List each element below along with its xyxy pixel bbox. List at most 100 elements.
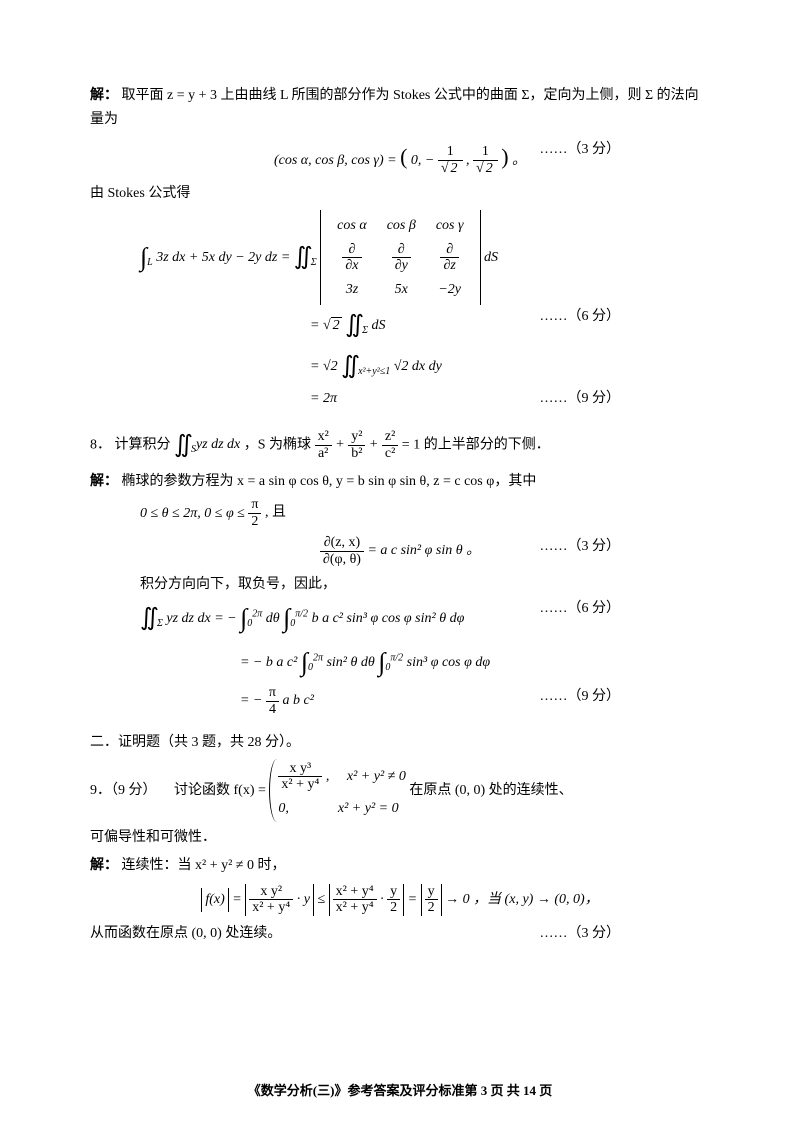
d: x² + y⁴: [278, 777, 322, 792]
n: z²: [382, 429, 398, 445]
t: a b c²: [282, 693, 313, 708]
cond: x² + y² ≠ 0: [347, 769, 406, 784]
q8: 8． 计算积分 ∬Syz dz dx ，S 为椭球 x²a² + y²b² + …: [90, 425, 710, 466]
sub: Σ: [362, 325, 368, 336]
d: a²: [315, 446, 332, 461]
n: y: [387, 884, 400, 900]
determinant: cos αcos βcos γ ∂∂x ∂∂y ∂∂z 3z5x−2y: [320, 210, 480, 305]
vec-start: 0, −: [411, 153, 434, 168]
t: √2 dx dy: [390, 359, 442, 374]
d: ∂(φ, θ): [320, 552, 364, 567]
eq-normal-vector: (cos α, cos β, cos γ) = ( 0, − 1√2 , 1√2…: [90, 138, 710, 177]
d: 4: [266, 702, 279, 717]
den: √2: [438, 161, 463, 176]
d: c²: [382, 446, 398, 461]
t: = √2: [310, 359, 341, 374]
t: → 0 ，当 (x, y) → (0, 0)，: [445, 892, 599, 907]
num: 1: [473, 144, 498, 160]
int: yz dz dx: [196, 437, 240, 452]
n: π: [248, 497, 261, 513]
q8-sol: 解： 椭球的参数方程为 x = a sin φ cos θ, y = b sin…: [90, 470, 710, 494]
t: dθ: [266, 611, 280, 626]
n: x²: [315, 429, 332, 445]
d: 2: [248, 514, 261, 529]
score: ……（3 分）: [540, 535, 621, 559]
label-solution: 解：: [90, 858, 118, 873]
page-footer: 《数学分析(三)》参考答案及评分标准第 3 页 共 14 页: [0, 1080, 800, 1102]
q8-dir: 积分方向向下，取负号，因此，: [140, 573, 710, 597]
den: √2: [473, 161, 498, 176]
t: 在原点 (0, 0) 处的连续性、: [409, 783, 572, 798]
eq-stokes-block: ∫L 3z dx + 5x dy − 2y dz = ∬Σ cos αcos β…: [140, 210, 710, 411]
text: 取平面 z = y + 3 上由曲线 L 所围的部分作为 Stokes 公式中的…: [90, 88, 699, 127]
q9-conclusion: 从而函数在原点 (0, 0) 处连续。 ……（3 分）: [90, 922, 710, 946]
score: ……（6 分）: [540, 597, 621, 621]
sub: x²+y²≤1: [358, 366, 390, 377]
q8-eq-l3: = − π4 a b c² ……（9 分）: [240, 685, 710, 717]
comma: ,: [466, 153, 473, 168]
t: = 1 的上半部分的下侧．: [402, 437, 550, 452]
q8-range: 0 ≤ θ ≤ 2π, 0 ≤ φ ≤ π2 , 且: [140, 497, 710, 529]
d: x² + y⁴: [249, 900, 293, 915]
q9: 9．（9 分） 讨论函数 f(x) = x y³x² + y⁴ , x² + y…: [90, 759, 710, 823]
t: sin² θ dθ: [326, 655, 374, 670]
n: ∂(z, x): [320, 535, 364, 551]
n: y²: [348, 429, 365, 445]
score: ……（3 分）: [540, 138, 621, 162]
t: b a c² sin³ φ cos φ sin² θ dφ: [312, 611, 465, 626]
t: ，S 为椭球: [244, 437, 315, 452]
label-solution: 解：: [90, 88, 118, 103]
n: x² + y⁴: [333, 884, 377, 900]
page: 解： 取平面 z = y + 3 上由曲线 L 所围的部分作为 Stokes 公…: [0, 0, 800, 1132]
d: 2: [387, 900, 400, 915]
q9-ineq: f(x) = x y²x² + y⁴ · y ≤ x² + y⁴x² + y⁴ …: [90, 884, 710, 916]
n: x y²: [249, 884, 293, 900]
q9-cont: 可偏导性和可微性．: [90, 826, 710, 850]
c: cos γ: [426, 212, 474, 240]
t: yz dz dx = −: [166, 611, 236, 626]
n: π: [266, 685, 279, 701]
label-solution: 解：: [90, 474, 118, 489]
piecewise: x y³x² + y⁴ , x² + y² ≠ 0 0, x² + y² = 0: [269, 759, 405, 823]
sol7-intro: 解： 取平面 z = y + 3 上由曲线 L 所围的部分作为 Stokes 公…: [90, 84, 710, 132]
result: = 2π: [310, 391, 337, 406]
t: = −: [240, 693, 266, 708]
c: −2y: [426, 276, 474, 304]
score: ……（9 分）: [540, 387, 621, 411]
c: cos β: [377, 212, 426, 240]
d: x² + y⁴: [333, 900, 377, 915]
t: · y: [297, 892, 310, 907]
v: 0,: [278, 801, 289, 816]
section-2: 二．证明题（共 3 题，共 28 分）。: [90, 731, 710, 755]
t: 从而函数在原点 (0, 0) 处连续。: [90, 926, 281, 941]
c: 3z: [327, 276, 377, 304]
cond: x² + y² = 0: [338, 801, 399, 816]
num: 1: [438, 144, 463, 160]
n: y: [425, 884, 438, 900]
lhs: (cos α, cos β, cos γ) =: [274, 153, 400, 168]
t: = − b a c²: [240, 655, 297, 670]
t: 讨论函数 f(x) =: [174, 783, 269, 798]
q8-eq: ∬Σ yz dz dx = − ∫02π dθ ∫0π/2 b a c² sin…: [140, 597, 710, 641]
t: f(x): [205, 892, 224, 907]
c: cos α: [327, 212, 377, 240]
t: sin³ φ cos φ dφ: [407, 655, 490, 670]
dS: dS: [484, 250, 498, 265]
q9-sol: 解： 连续性：当 x² + y² ≠ 0 时，: [90, 854, 710, 878]
t: 连续性：当 x² + y² ≠ 0 时，: [122, 858, 286, 873]
lhs: 3z dx + 5x dy − 2y dz =: [156, 250, 294, 265]
t: 椭球的参数方程为 x = a sin φ cos θ, y = b sin φ …: [122, 474, 537, 489]
num: 9．（9 分）: [90, 783, 157, 798]
t: 计算积分: [115, 437, 175, 452]
d: 2: [425, 900, 438, 915]
q8-eq-l2: = − b a c² ∫02π sin² θ dθ ∫0π/2 sin³ φ c…: [240, 641, 710, 685]
n: x y³: [278, 761, 322, 777]
t: 0 ≤ θ ≤ 2π, 0 ≤ φ ≤: [140, 506, 248, 521]
rhs: = a c sin² φ sin θ 。: [367, 543, 480, 558]
c: 5x: [377, 276, 426, 304]
q8-jacobian: ∂(z, x)∂(φ, θ) = a c sin² φ sin θ 。 ……（3…: [90, 535, 710, 567]
d: b²: [348, 446, 365, 461]
text-stokes: 由 Stokes 公式得: [90, 182, 710, 206]
num: 8．: [90, 437, 111, 452]
t: , 且: [265, 506, 286, 521]
